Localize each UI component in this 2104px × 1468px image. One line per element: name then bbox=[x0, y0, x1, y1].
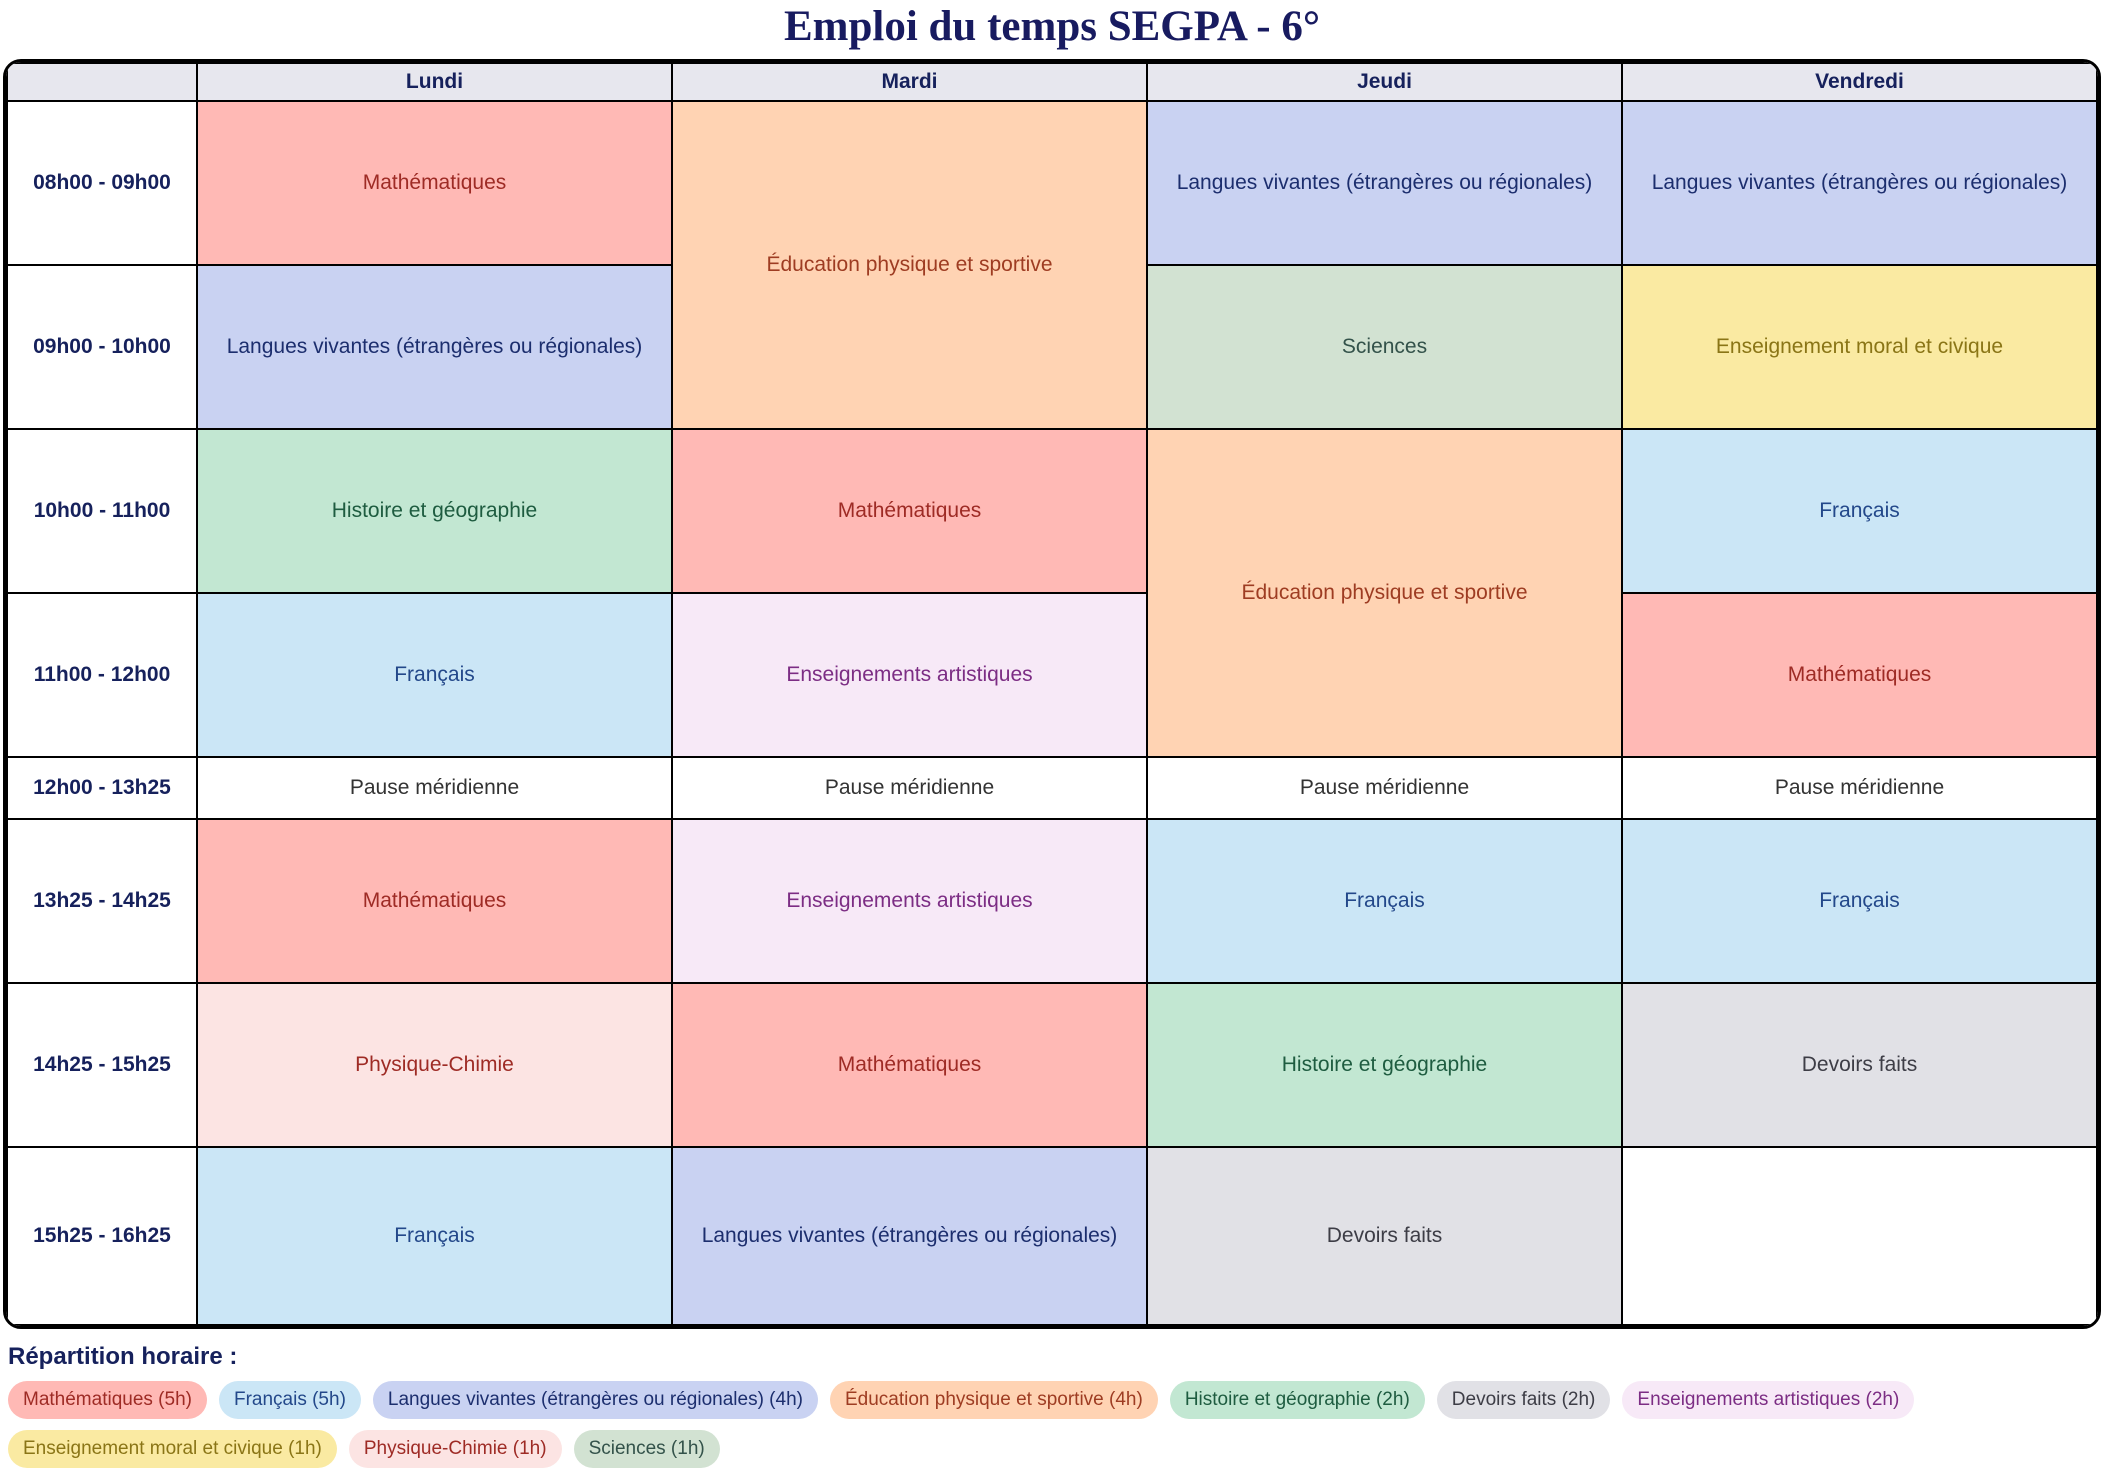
schedule-cell: Mathématiques bbox=[671, 428, 1148, 594]
time-slot: 13h25 - 14h25 bbox=[6, 818, 198, 984]
legend-pill: Histoire et géographie (2h) bbox=[1169, 1381, 1425, 1419]
table-row: 08h00 - 09h00 Mathématiques Éducation ph… bbox=[6, 100, 2098, 430]
schedule-cell: Français bbox=[1621, 428, 2098, 594]
schedule-cell: Mathématiques bbox=[196, 818, 673, 984]
day-header-lundi: Lundi bbox=[196, 62, 673, 102]
schedule-cell: Enseignements artistiques bbox=[671, 592, 1148, 758]
legend-pill: Mathématiques (5h) bbox=[8, 1381, 207, 1419]
day-header-mardi: Mardi bbox=[671, 62, 1148, 102]
legend-pill: Sciences (1h) bbox=[573, 1430, 720, 1468]
schedule-cell: Mathématiques bbox=[1621, 592, 2098, 758]
schedule-cell: Enseignement moral et civique bbox=[1621, 264, 2098, 430]
table-row: 09h00 - 10h00 Langues vivantes (étrangèr… bbox=[6, 264, 2098, 430]
time-slot: 11h00 - 12h00 bbox=[6, 592, 198, 758]
legend-pill: Éducation physique et sportive (4h) bbox=[829, 1381, 1158, 1419]
schedule-cell: Sciences bbox=[1146, 264, 1623, 430]
legend-pill: Langues vivantes (étrangères ou régional… bbox=[372, 1381, 818, 1419]
schedule-cell: Mathématiques bbox=[671, 982, 1148, 1148]
day-header-vendredi: Vendredi bbox=[1621, 62, 2098, 102]
schedule-cell: Langues vivantes (étrangères ou régional… bbox=[1621, 100, 2098, 266]
schedule-cell: Français bbox=[196, 1146, 673, 1326]
time-slot: 09h00 - 10h00 bbox=[6, 264, 198, 430]
schedule-cell: Enseignements artistiques bbox=[671, 818, 1148, 984]
day-header-jeudi: Jeudi bbox=[1146, 62, 1623, 102]
schedule-cell: Langues vivantes (étrangères ou régional… bbox=[1146, 100, 1623, 266]
schedule-cell: Français bbox=[196, 592, 673, 758]
schedule-cell: Devoirs faits bbox=[1146, 1146, 1623, 1326]
table-row: 11h00 - 12h00 Français Enseignements art… bbox=[6, 592, 2098, 758]
schedule-cell: Pause méridienne bbox=[1146, 756, 1623, 820]
schedule-cell: Français bbox=[1146, 818, 1623, 984]
legend-pill: Physique-Chimie (1h) bbox=[348, 1430, 562, 1468]
legend-pill: Enseignements artistiques (2h) bbox=[1622, 1381, 1915, 1419]
legend-pill: Français (5h) bbox=[218, 1381, 361, 1419]
schedule-cell: Histoire et géographie bbox=[1146, 982, 1623, 1148]
table-row: 10h00 - 11h00 Histoire et géographie Mat… bbox=[6, 428, 2098, 758]
table-row-pause: 12h00 - 13h25 Pause méridienne Pause mér… bbox=[6, 756, 2098, 820]
schedule-cell: Pause méridienne bbox=[671, 756, 1148, 820]
time-slot: 14h25 - 15h25 bbox=[6, 982, 198, 1148]
page-title: Emploi du temps SEGPA - 6° bbox=[783, 3, 1321, 50]
schedule-cell: Mathématiques bbox=[196, 100, 673, 266]
schedule-cell-empty bbox=[1621, 1146, 2098, 1326]
legend-pill: Enseignement moral et civique (1h) bbox=[8, 1430, 337, 1468]
timetable-grid: Lundi Mardi Jeudi Vendredi 08h00 - 09h00… bbox=[6, 62, 2098, 1326]
legend-pills: Mathématiques (5h) Français (5h) Langues… bbox=[8, 1381, 2096, 1468]
time-slot: 10h00 - 11h00 bbox=[6, 428, 198, 594]
schedule-cell: Physique-Chimie bbox=[196, 982, 673, 1148]
schedule-cell: Pause méridienne bbox=[196, 756, 673, 820]
time-column-header bbox=[6, 62, 198, 102]
time-slot: 15h25 - 16h25 bbox=[6, 1146, 198, 1326]
table-row: 14h25 - 15h25 Physique-Chimie Mathématiq… bbox=[6, 982, 2098, 1148]
time-slot: 08h00 - 09h00 bbox=[6, 100, 198, 266]
schedule-cell: Langues vivantes (étrangères ou régional… bbox=[671, 1146, 1148, 1326]
timetable: Lundi Mardi Jeudi Vendredi 08h00 - 09h00… bbox=[3, 59, 2101, 1329]
legend-heading: Répartition horaire : bbox=[8, 1343, 238, 1370]
day-header-row: Lundi Mardi Jeudi Vendredi bbox=[6, 62, 2098, 102]
schedule-cell: Français bbox=[1621, 818, 2098, 984]
schedule-cell: Éducation physique et sportive bbox=[671, 100, 1148, 430]
schedule-cell: Devoirs faits bbox=[1621, 982, 2098, 1148]
table-row: 15h25 - 16h25 Français Langues vivantes … bbox=[6, 1146, 2098, 1326]
table-row: 13h25 - 14h25 Mathématiques Enseignement… bbox=[6, 818, 2098, 984]
schedule-cell: Éducation physique et sportive bbox=[1146, 428, 1623, 758]
legend: Répartition horaire : Mathématiques (5h)… bbox=[8, 1343, 2096, 1468]
schedule-cell: Histoire et géographie bbox=[196, 428, 673, 594]
schedule-cell: Pause méridienne bbox=[1621, 756, 2098, 820]
time-slot: 12h00 - 13h25 bbox=[6, 756, 198, 820]
legend-pill: Devoirs faits (2h) bbox=[1436, 1381, 1611, 1419]
schedule-cell: Langues vivantes (étrangères ou régional… bbox=[196, 264, 673, 430]
